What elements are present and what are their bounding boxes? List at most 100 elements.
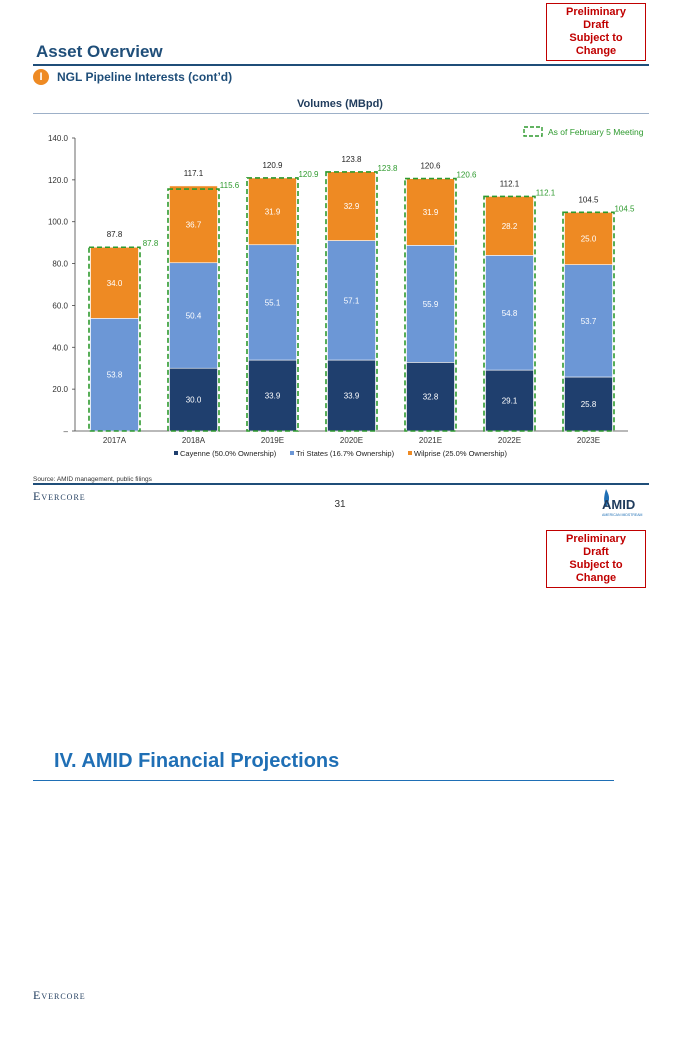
y-tick-label: 40.0 <box>52 343 68 352</box>
comparison-data-label: 104.5 <box>614 204 635 213</box>
segment-data-label: 25.0 <box>581 234 597 243</box>
bar-segment <box>564 264 613 378</box>
bar-segment <box>327 171 376 241</box>
bar-segment <box>485 255 534 371</box>
segment-data-label: 31.9 <box>265 207 281 216</box>
y-tick-label: 100.0 <box>48 218 69 227</box>
x-tick-label: 2023E <box>577 436 600 445</box>
bar-segment <box>169 262 218 369</box>
segment-data-label: 54.8 <box>502 309 518 318</box>
section-number-badge: I <box>33 69 49 85</box>
bar-segment <box>406 362 455 432</box>
segment-data-label: 33.9 <box>265 392 281 401</box>
segment-data-label: 32.8 <box>423 393 439 402</box>
bar-segment <box>169 185 218 264</box>
comparison-data-label: 123.8 <box>377 164 398 173</box>
x-tick-label: 2022E <box>498 436 521 445</box>
segment-data-label: 33.9 <box>344 392 360 401</box>
comparison-outline <box>325 171 378 432</box>
segment-data-label: 30.0 <box>186 396 202 405</box>
bar-segment <box>248 244 297 361</box>
draft-notice-second: Preliminary Draft Subject to Change <box>546 530 646 588</box>
draft-notice: Preliminary Draft Subject to Change <box>546 3 646 61</box>
y-tick-label: 60.0 <box>52 301 68 310</box>
segment-data-label: 53.7 <box>581 317 597 326</box>
y-tick-label: – <box>64 427 69 436</box>
total-data-label: 123.8 <box>341 155 362 164</box>
segment-data-label: 50.4 <box>186 311 202 320</box>
bar-segment <box>406 245 455 363</box>
segment-data-label: 53.8 <box>107 371 123 380</box>
segment-data-label: 31.9 <box>423 208 439 217</box>
bar-segment <box>564 211 613 265</box>
segment-data-label: 57.1 <box>344 296 360 305</box>
comparison-data-label: 115.6 <box>220 181 240 190</box>
flame-icon <box>604 489 610 507</box>
total-data-label: 117.1 <box>184 169 204 178</box>
draft-notice-line2: Subject to Change <box>569 32 623 57</box>
bar-segment <box>248 177 297 246</box>
legend-swatch <box>408 451 412 455</box>
section-heading: IV. AMID Financial Projections <box>54 750 340 772</box>
segment-data-label: 34.0 <box>107 279 123 288</box>
chart-title: Volumes (MBpd) <box>297 98 383 110</box>
x-tick-label: 2021E <box>419 436 442 445</box>
bar-segment <box>327 240 376 361</box>
total-data-label: 120.9 <box>262 161 283 170</box>
x-tick-label: 2019E <box>261 436 284 445</box>
amid-logo-text: AMID <box>602 497 635 512</box>
y-tick-label: 80.0 <box>52 260 68 269</box>
legend-label: Cayenne (50.0% Ownership) <box>180 449 277 458</box>
total-data-label: 120.6 <box>420 162 441 171</box>
title-divider <box>33 64 649 66</box>
source-note: Source: AMID management, public filings <box>33 476 152 483</box>
draft-notice-line1: Preliminary Draft <box>566 6 626 31</box>
evercore-logo-second: Evercore <box>33 988 86 1002</box>
total-data-label: 104.5 <box>578 195 599 204</box>
bar-segment <box>327 359 376 432</box>
section-heading-divider <box>33 780 614 781</box>
bar-segment <box>169 367 218 432</box>
comparison-data-label: 120.6 <box>456 171 477 180</box>
footer-divider <box>33 483 649 485</box>
segment-data-label: 36.7 <box>186 220 202 229</box>
page-title: Asset Overview <box>36 42 163 61</box>
legend-swatch <box>290 451 294 455</box>
y-tick-label: 120.0 <box>48 176 69 185</box>
page-number: 31 <box>334 499 346 510</box>
bar-segment <box>90 318 139 432</box>
comparison-outline <box>246 177 299 432</box>
comparison-outline <box>483 195 536 432</box>
y-tick-label: 20.0 <box>52 385 68 394</box>
total-data-label: 112.1 <box>500 179 520 188</box>
amid-logo-subtext: AMERICAN MIDSTREAM <box>602 513 643 517</box>
bar-segment <box>248 359 297 432</box>
section-title: NGL Pipeline Interests (cont’d) <box>57 70 233 84</box>
legend-label: Wilprise (25.0% Ownership) <box>414 449 507 458</box>
y-tick-label: 140.0 <box>48 134 69 143</box>
evercore-logo: Evercore <box>33 489 86 503</box>
amid-logo: AMID AMERICAN MIDSTREAM <box>602 489 643 517</box>
x-tick-label: 2018A <box>182 436 206 445</box>
draft-notice-second-line1: Preliminary Draft <box>566 533 626 558</box>
segment-data-label: 25.8 <box>581 400 597 409</box>
x-tick-label: 2020E <box>340 436 363 445</box>
comparison-data-label: 120.9 <box>298 170 319 179</box>
segment-data-label: 55.1 <box>265 298 281 307</box>
chart-title-divider <box>33 113 649 114</box>
comparison-outline <box>88 246 141 432</box>
comparison-data-label: 112.1 <box>536 188 556 197</box>
bar-segment <box>90 246 139 319</box>
comparison-outline <box>562 211 615 432</box>
segment-data-label: 29.1 <box>502 397 518 406</box>
legend-label: Tri States (16.7% Ownership) <box>296 449 395 458</box>
comparison-legend-swatch <box>523 126 543 137</box>
bar-segment <box>406 178 455 246</box>
legend-swatch <box>174 451 178 455</box>
comparison-legend-label: As of February 5 Meeting <box>548 127 644 137</box>
segment-data-label: 55.9 <box>423 300 439 309</box>
segment-data-label: 28.2 <box>502 222 518 231</box>
segment-data-label: 32.9 <box>344 202 360 211</box>
x-tick-label: 2017A <box>103 436 127 445</box>
comparison-data-label: 87.8 <box>143 239 159 248</box>
